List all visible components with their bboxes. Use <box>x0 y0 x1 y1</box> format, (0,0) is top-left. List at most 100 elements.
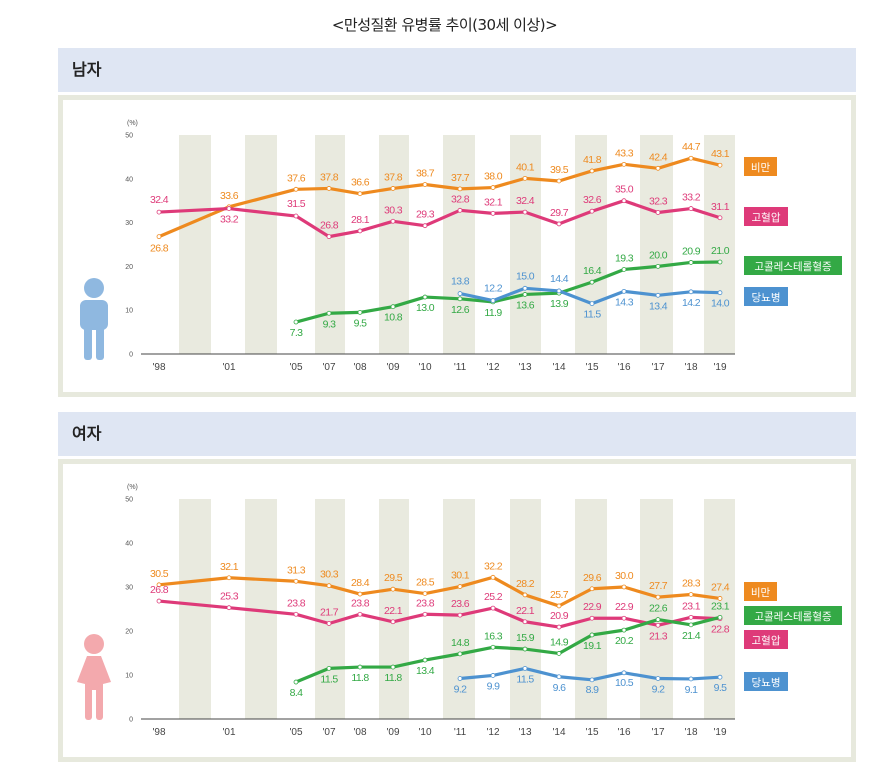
data-label: 32.2 <box>484 560 503 572</box>
data-label: 9.5 <box>354 317 368 329</box>
shade-band <box>510 499 541 719</box>
data-point <box>589 208 595 214</box>
data-label: 37.6 <box>287 172 306 184</box>
data-label: 23.1 <box>711 600 730 612</box>
data-point <box>717 596 723 601</box>
series-line <box>295 260 721 324</box>
x-tick-label: '98 <box>152 362 165 373</box>
series-diabetes: 13.8 12.2 15.0 14.4 11.5 14.3 13.4 14.2 14.0 <box>451 270 730 320</box>
data-label: 15.9 <box>516 632 535 644</box>
shade-band <box>704 499 735 719</box>
data-point <box>522 292 528 297</box>
data-label: 13.6 <box>516 299 535 311</box>
x-tick-label: '12 <box>486 362 499 373</box>
data-point <box>390 664 396 670</box>
shade-band <box>315 499 345 719</box>
data-point <box>522 175 528 181</box>
male-chart-svg: (%) 0 10 20 30 40 50 '98 '01 '05 '07 '08 '09 '10 '11 '1… <box>80 120 842 373</box>
y-tick-label: 30 <box>125 220 133 227</box>
data-point <box>457 296 463 302</box>
x-tick-label: '07 <box>322 727 335 738</box>
data-point <box>293 578 299 584</box>
y-tick-label: 10 <box>125 673 133 680</box>
legend-item-hypertension: 고혈압 <box>744 630 788 649</box>
y-tick-label: 10 <box>125 308 133 315</box>
data-label: 9.3 <box>323 318 337 330</box>
data-label: 21.4 <box>682 630 701 642</box>
data-label: 13.4 <box>416 665 435 677</box>
data-label: 40.1 <box>516 161 535 173</box>
data-point <box>457 584 463 589</box>
data-point <box>522 209 528 215</box>
data-point <box>717 215 723 221</box>
data-point <box>422 657 428 663</box>
x-tick-label: '16 <box>617 362 630 373</box>
data-label: 44.7 <box>682 141 701 153</box>
data-label: 23.8 <box>351 597 370 609</box>
data-point <box>490 605 496 611</box>
data-point <box>589 168 595 174</box>
data-label: 28.4 <box>351 577 370 589</box>
data-point <box>326 665 332 671</box>
data-label: 9.9 <box>487 680 501 692</box>
legend-label: 비만 <box>751 587 771 599</box>
data-point <box>293 319 299 325</box>
data-label: 30.3 <box>320 569 339 581</box>
legend-label: 고콜레스테롤혈증 <box>754 260 832 273</box>
series-obesity: 26.8 33.6 37.6 37.8 36.6 37.8 38.7 37.7 38.0 40.1… <box>150 141 730 254</box>
series-hypertension: 26.8 25.3 23.8 21.7 23.8 22.1 23.8 23.6 25.2 22.1… <box>150 584 730 642</box>
data-label: 43.3 <box>615 147 634 159</box>
y-tick-label: 40 <box>125 541 133 548</box>
data-point <box>688 260 694 265</box>
data-label: 37.7 <box>451 172 470 184</box>
series-line <box>158 575 721 608</box>
shade-band <box>443 499 475 719</box>
shade-band <box>179 499 211 719</box>
data-label: 41.8 <box>583 154 602 166</box>
data-point <box>293 213 299 219</box>
data-point <box>621 615 627 621</box>
data-point <box>717 614 723 620</box>
data-point <box>293 611 299 617</box>
female-panel-header: 여자 <box>58 412 856 456</box>
x-tick-label: '17 <box>651 362 664 373</box>
data-point <box>589 279 595 285</box>
shade-band <box>443 135 475 354</box>
legend-swatch <box>744 287 788 306</box>
data-label: 22.9 <box>583 601 602 613</box>
data-label: 14.9 <box>550 636 569 648</box>
x-tick-label: '14 <box>552 727 565 738</box>
data-label: 29.5 <box>384 572 403 584</box>
x-tick-label: '11 <box>454 362 467 373</box>
x-tick-label: '19 <box>713 727 726 738</box>
data-point <box>688 614 694 620</box>
data-label: 25.2 <box>484 591 503 603</box>
legend-swatch <box>744 672 788 691</box>
data-point <box>390 586 396 592</box>
legend-label: 비만 <box>751 162 771 174</box>
data-point <box>556 651 562 656</box>
data-point <box>226 206 232 211</box>
data-label: 29.3 <box>416 209 435 221</box>
data-label: 8.9 <box>586 684 600 696</box>
data-point <box>655 263 661 269</box>
data-point <box>156 234 162 240</box>
data-point <box>156 582 162 588</box>
data-label: 20.0 <box>649 249 668 261</box>
data-point <box>422 223 428 229</box>
series-line <box>158 599 721 629</box>
data-label: 29.6 <box>583 572 602 584</box>
data-label: 26.8 <box>150 584 169 596</box>
data-label: 30.3 <box>384 204 403 216</box>
data-point <box>390 619 396 625</box>
series-line <box>295 615 721 684</box>
data-label: 14.0 <box>711 298 730 310</box>
y-tick-label: 20 <box>125 264 133 271</box>
data-label: 28.2 <box>516 578 535 590</box>
legend-label: 고혈압 <box>752 634 781 647</box>
data-point <box>457 676 463 681</box>
series-line <box>158 156 721 239</box>
data-label: 21.0 <box>711 245 730 257</box>
shade-band <box>379 499 409 719</box>
data-label: 26.8 <box>320 220 339 232</box>
